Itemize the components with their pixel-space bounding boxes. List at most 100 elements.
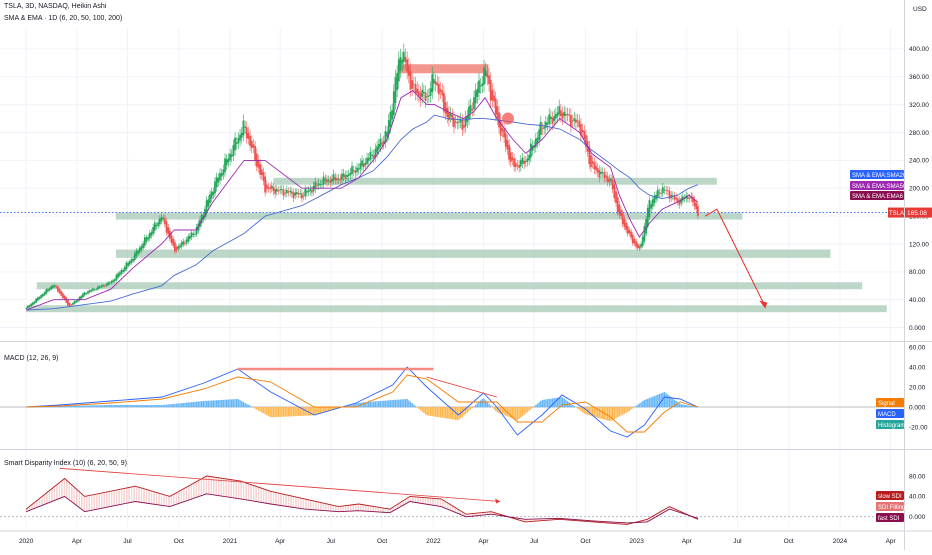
candle-body: [309, 189, 311, 191]
macd-histogram-bar: [649, 398, 650, 407]
macd-histogram-bar: [495, 407, 496, 411]
macd-histogram-bar: [221, 400, 222, 407]
macd-histogram-bar: [69, 406, 70, 407]
candle-body: [67, 300, 69, 306]
candle-body: [411, 80, 413, 89]
candle-body: [667, 190, 669, 191]
candle-body: [237, 138, 239, 143]
candle-body: [167, 227, 169, 234]
macd-histogram-bar: [488, 404, 489, 407]
candle-body: [232, 145, 234, 156]
macd-histogram-bar: [208, 401, 209, 408]
macd-histogram-bar: [320, 407, 321, 414]
sdi-tag: slow SDI: [878, 494, 902, 500]
candle-body: [468, 107, 470, 119]
candle-body: [475, 91, 477, 104]
candle-body: [89, 290, 91, 292]
macd-histogram-bar: [642, 401, 643, 407]
macd-histogram-bar: [298, 407, 299, 416]
macd-histogram-bar: [609, 407, 610, 421]
macd-histogram-bar: [423, 407, 424, 413]
macd-histogram-bar: [305, 407, 306, 416]
candle-body: [294, 192, 296, 195]
macd-histogram-bar: [89, 405, 90, 407]
candle-body: [353, 170, 355, 171]
macd-histogram-bar: [542, 400, 543, 407]
macd-histogram-bar: [574, 406, 575, 407]
candle-body: [35, 299, 37, 303]
macd-histogram-bar: [183, 403, 184, 407]
macd-histogram-bar: [284, 407, 285, 417]
macd-histogram-bar: [286, 407, 287, 417]
macd-histogram-bar: [463, 407, 464, 415]
macd-histogram-bar: [268, 407, 269, 416]
macd-histogram-bar: [482, 399, 483, 407]
macd-histogram-bar: [470, 407, 471, 410]
candle-body: [652, 199, 654, 206]
candle-body: [583, 131, 585, 139]
candle-body: [27, 306, 29, 308]
candle-body: [308, 190, 310, 191]
candle-body: [490, 80, 492, 101]
macd-histogram-bar: [644, 400, 645, 407]
support-zone: [116, 250, 831, 258]
candle-body: [488, 75, 490, 84]
candle-body: [129, 261, 131, 264]
candle-body: [161, 217, 163, 221]
candle-body: [283, 189, 285, 195]
candle-body: [408, 66, 410, 76]
candle-body: [333, 174, 335, 180]
macd-histogram-bar: [76, 406, 77, 408]
candle-body: [426, 96, 428, 97]
candle-body: [50, 286, 52, 289]
macd-histogram-bar: [139, 405, 140, 407]
candle-body: [578, 121, 580, 128]
candle-body: [485, 70, 487, 76]
candle-body: [567, 114, 569, 115]
candle-body: [593, 162, 595, 169]
macd-histogram-bar: [168, 404, 169, 407]
macd-histogram-bar: [640, 402, 641, 407]
candle-body: [463, 125, 465, 128]
macd-histogram-bar: [218, 400, 219, 407]
candle-body: [598, 170, 600, 177]
candle-body: [212, 191, 214, 195]
macd-histogram-bar: [391, 400, 392, 407]
candle-body: [403, 52, 405, 62]
candle-body: [503, 130, 505, 138]
candle-body: [147, 237, 149, 239]
macd-histogram-bar: [111, 405, 112, 407]
macd-histogram-bar: [368, 402, 369, 407]
candle-body: [241, 133, 243, 138]
candle-body: [74, 301, 76, 304]
candle-body: [358, 168, 360, 169]
candle-body: [318, 183, 320, 185]
macd-histogram-bar: [310, 407, 311, 415]
candle-body: [470, 105, 472, 113]
macd-histogram-bar: [624, 407, 625, 414]
macd-histogram-bar: [363, 402, 364, 407]
macd-histogram-bar: [132, 405, 133, 407]
candle-body: [461, 121, 463, 130]
macd-histogram-bar: [189, 402, 190, 407]
sdi-title: Smart Disparity Index (10) (6, 20, 50, 9…: [4, 460, 127, 467]
candle-body: [32, 302, 34, 304]
macd-histogram-bar: [124, 405, 125, 407]
macd-histogram-bar: [565, 400, 566, 407]
candle-body: [254, 146, 256, 161]
macd-histogram-bar: [293, 407, 294, 416]
macd-histogram-bar: [127, 405, 128, 407]
candle-body: [258, 160, 260, 168]
x-tick-label: 2022: [426, 538, 441, 545]
candle-body: [473, 97, 475, 109]
candle-body: [119, 273, 121, 276]
macd-histogram-bar: [535, 405, 536, 407]
candle-body: [149, 233, 151, 238]
macd-histogram-bar: [380, 401, 381, 407]
candle-body: [450, 113, 452, 116]
macd-histogram-bar: [193, 402, 194, 407]
candle-body: [281, 189, 283, 190]
macd-histogram-bar: [600, 407, 601, 419]
candle-body: [415, 84, 417, 93]
macd-histogram-bar: [652, 397, 653, 408]
